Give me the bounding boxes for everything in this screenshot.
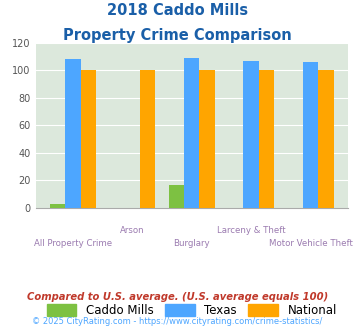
Bar [169,184,184,208]
Bar [200,70,215,208]
Bar [244,61,259,208]
Text: 2018 Caddo Mills: 2018 Caddo Mills [107,3,248,18]
Bar [318,70,334,208]
Bar [259,70,274,208]
Bar [303,62,318,208]
Text: Burglary: Burglary [173,239,210,248]
Text: All Property Crime: All Property Crime [34,239,112,248]
Bar [50,204,65,208]
Bar [65,59,81,208]
Text: Motor Vehicle Theft: Motor Vehicle Theft [269,239,353,248]
Legend: Caddo Mills, Texas, National: Caddo Mills, Texas, National [42,300,342,322]
Bar [140,70,155,208]
Text: Arson: Arson [120,226,144,235]
Text: Property Crime Comparison: Property Crime Comparison [63,28,292,43]
Text: Larceny & Theft: Larceny & Theft [217,226,285,235]
Text: Compared to U.S. average. (U.S. average equals 100): Compared to U.S. average. (U.S. average … [27,292,328,302]
Bar [81,70,96,208]
Bar [184,58,200,208]
Text: © 2025 CityRating.com - https://www.cityrating.com/crime-statistics/: © 2025 CityRating.com - https://www.city… [32,317,323,326]
